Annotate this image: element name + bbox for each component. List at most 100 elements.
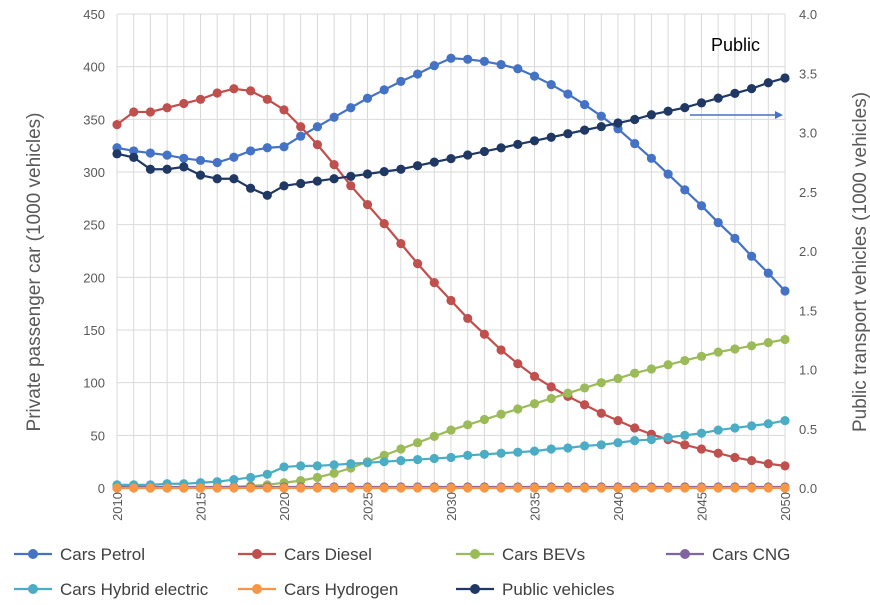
chart-annotation: Public [711, 35, 760, 55]
data-point [680, 185, 690, 195]
data-point [429, 278, 439, 288]
data-point [329, 112, 339, 122]
data-point [680, 483, 690, 493]
data-point [730, 452, 740, 463]
data-point [262, 94, 272, 104]
data-point [580, 125, 590, 135]
y-tick-label: 250 [83, 218, 105, 233]
data-point [129, 483, 139, 493]
data-point [279, 181, 289, 191]
data-point [713, 217, 723, 228]
data-point [446, 53, 456, 63]
data-point [613, 373, 623, 384]
data-point [747, 421, 757, 431]
legend-item: Cars BEVs [456, 545, 585, 564]
data-point [630, 114, 640, 125]
data-point [580, 400, 590, 410]
data-point [696, 428, 707, 438]
data-point [145, 107, 155, 117]
data-point [730, 423, 740, 433]
axes: 0 50 100 150 200 250 300 350 400 450 0.0 0.5 1.0 1.5 2… [83, 7, 817, 521]
data-point [496, 409, 506, 419]
legend-marker [28, 549, 38, 559]
data-point [179, 153, 189, 163]
data-point [513, 404, 523, 414]
data-point [563, 129, 573, 139]
y2-tick-label: 3.0 [799, 126, 817, 141]
data-point [262, 483, 272, 493]
data-point [696, 483, 707, 493]
data-point [145, 483, 155, 493]
x-tick-label: 2050 [778, 492, 793, 521]
data-point [396, 239, 406, 249]
data-point [513, 139, 523, 149]
data-point [279, 483, 289, 493]
data-point [646, 434, 657, 445]
legend-marker [252, 549, 262, 559]
data-point [596, 378, 606, 388]
data-point [446, 153, 456, 164]
data-point [296, 178, 306, 189]
data-point [496, 345, 506, 355]
data-point [713, 483, 723, 493]
data-point [413, 483, 423, 493]
data-point [229, 474, 239, 485]
data-point [379, 167, 389, 177]
data-point [229, 84, 239, 94]
data-point [780, 415, 790, 426]
data-point [212, 157, 222, 168]
y-tick-label: 400 [83, 60, 105, 75]
data-point [646, 153, 657, 163]
data-point [162, 483, 172, 493]
data-point [179, 483, 189, 493]
data-point [580, 483, 590, 493]
data-point [262, 143, 272, 153]
data-point [529, 399, 540, 409]
y-tick-label: 100 [83, 376, 105, 391]
data-point [329, 460, 339, 470]
data-point [129, 107, 139, 117]
legend-item: Cars Diesel [238, 545, 372, 564]
data-point [747, 84, 757, 94]
data-point [780, 73, 790, 83]
data-point [312, 461, 322, 471]
data-point [179, 162, 189, 172]
data-point [780, 461, 790, 471]
data-point [362, 200, 373, 210]
data-point [747, 483, 757, 493]
data-point [663, 106, 673, 116]
legend-label: Cars Petrol [60, 545, 145, 564]
y2-tick-label: 2.5 [799, 185, 817, 200]
data-point [680, 355, 690, 366]
data-point [312, 176, 322, 186]
data-point [396, 444, 406, 454]
data-point [563, 483, 573, 493]
data-point [680, 440, 690, 450]
data-point [529, 446, 540, 456]
y2-tick-label: 4.0 [799, 7, 817, 22]
data-point [413, 454, 423, 465]
data-point [730, 344, 740, 354]
data-point [596, 440, 606, 450]
data-point [747, 341, 757, 351]
x-tick-label: 2015 [194, 492, 209, 521]
data-point [763, 459, 773, 469]
data-point [713, 347, 723, 357]
data-point [747, 251, 757, 261]
y2-tick-label: 1.0 [799, 363, 817, 378]
data-point [279, 105, 289, 115]
data-point [446, 295, 456, 306]
y-tick-label: 50 [91, 428, 105, 443]
data-point [463, 54, 473, 64]
data-point [713, 448, 723, 458]
data-point [312, 483, 322, 493]
data-point [546, 393, 556, 404]
y-tick-label: 200 [83, 270, 105, 285]
series-cars-petrol [112, 53, 790, 296]
data-point [362, 93, 373, 103]
data-point [763, 419, 773, 429]
data-point [479, 414, 489, 425]
data-point [346, 103, 356, 113]
data-point [429, 453, 439, 464]
data-point [513, 359, 523, 369]
